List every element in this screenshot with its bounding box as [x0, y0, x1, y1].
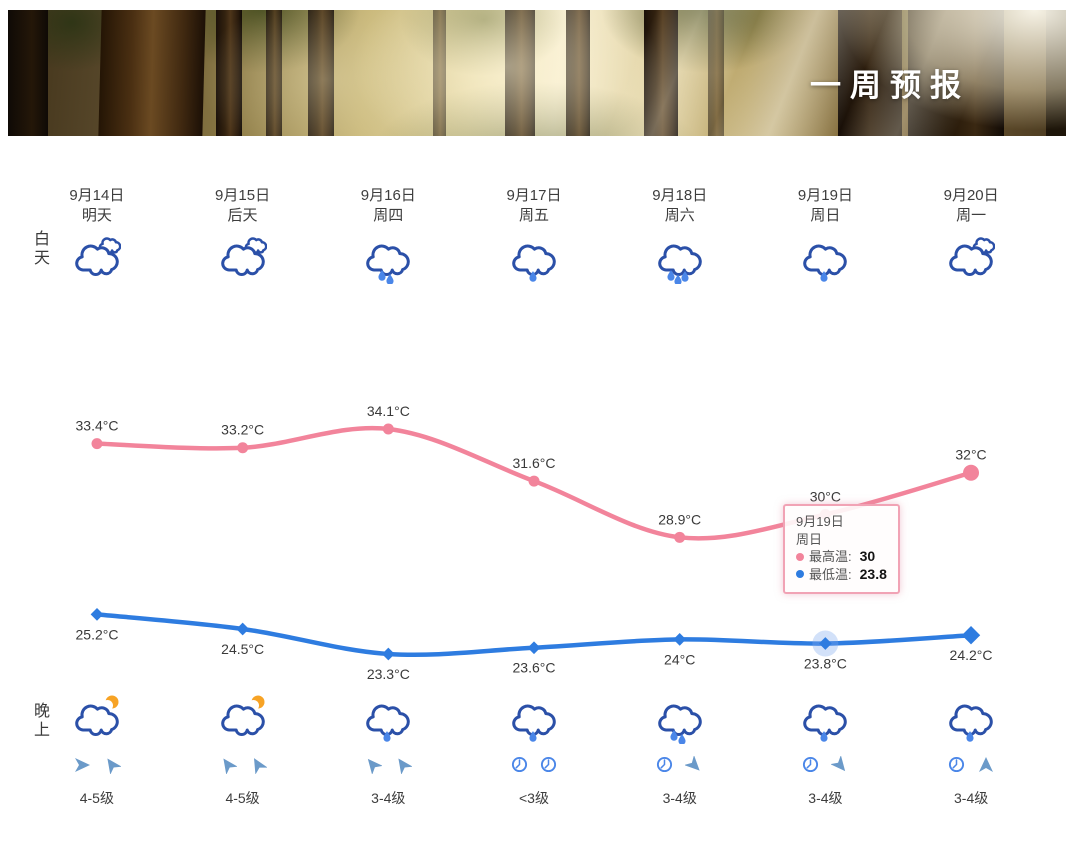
rain-2-icon: [315, 234, 461, 288]
wind-direction-arrow-icon: [977, 756, 995, 779]
variable-wind-clock-icon: [948, 756, 965, 778]
column-day-name: 周一: [956, 207, 987, 224]
forecast-column-6[interactable]: 9月19日 周日 3-4级: [753, 186, 899, 854]
wind-direction-icons: [24, 756, 170, 778]
tooltip-low-label: 最低温:: [809, 566, 852, 582]
forecast-column-5[interactable]: 9月18日周六 3-4级: [607, 186, 753, 854]
wind-level: 4-5级: [225, 790, 260, 806]
wind-direction-arrow-icon: [830, 754, 849, 779]
column-date: 9月19日: [797, 187, 853, 204]
wind-direction-icons: [753, 754, 899, 779]
row-label-night: 晚上: [31, 702, 48, 740]
forecast-column-2[interactable]: 9月15日后天 4-5级: [170, 186, 316, 854]
rain-1-icon: [898, 694, 1044, 744]
page-title: 一周预报: [810, 68, 970, 103]
rain-3-icon: [607, 234, 753, 288]
wind-level: 3-4级: [662, 790, 697, 806]
rain-1-icon: [753, 694, 899, 744]
tooltip-week: 周日: [796, 531, 823, 547]
chart-tooltip: 9月19日 周日 最高温: 30 最低温: 23.8: [783, 504, 900, 594]
high-temp-dot-icon: [796, 552, 804, 561]
forecast-column-1[interactable]: 9月14日明天 4-5级: [24, 186, 170, 854]
wind-direction-arrow-icon: [219, 756, 238, 779]
wind-direction-arrow-icon: [249, 756, 268, 779]
cloud-moon-icon: [170, 694, 316, 744]
rain-2-icon: [607, 694, 753, 744]
low-temp-dot-icon: [796, 570, 804, 579]
cloudy-icon: [24, 234, 170, 288]
forecast-columns: 9月14日明天 4-5级 9月15日后天 4-5级 9月16日周四 3-4级 9月17日周五…: [24, 186, 1044, 854]
cloudy-icon: [898, 234, 1044, 288]
wind-direction-arrow-icon: [103, 756, 122, 779]
wind-level: <3级: [519, 790, 549, 806]
rain-1-icon: [461, 694, 607, 744]
cloudy-icon: [170, 234, 316, 288]
variable-wind-clock-icon: [511, 756, 528, 778]
rain-1-icon: [753, 234, 899, 288]
column-day-name: 周六: [664, 207, 695, 224]
column-day-name: 后天: [227, 207, 258, 224]
header-forest-photo: 一周预报: [8, 10, 1066, 136]
column-date: 9月20日: [943, 187, 999, 204]
column-date: 9月18日: [652, 187, 708, 204]
tooltip-low-value: 23.8: [859, 565, 887, 582]
variable-wind-clock-icon: [656, 756, 673, 778]
tooltip-high-label: 最高温:: [809, 549, 852, 564]
wind-direction-arrow-icon: [684, 754, 703, 779]
variable-wind-clock-icon: [802, 756, 819, 778]
forecast-column-7[interactable]: 9月20日周一 3-4级: [898, 186, 1044, 854]
wind-direction-icons: [898, 756, 1044, 778]
tooltip-high-value: 30: [859, 548, 876, 564]
forecast-column-3[interactable]: 9月16日周四 3-4级: [315, 186, 461, 854]
rain-1-icon: [461, 234, 607, 288]
wind-level: 3-4级: [808, 790, 843, 806]
wind-direction-icons: [461, 756, 607, 778]
column-date: 9月17日: [506, 187, 562, 204]
column-date: 9月16日: [360, 187, 416, 204]
wind-direction-icons: [315, 756, 461, 778]
tooltip-low-row: 最低温: 23.8: [796, 566, 887, 584]
wind-level: 3-4级: [371, 790, 406, 806]
wind-level: 3-4级: [954, 790, 989, 806]
cloud-moon-icon: [24, 694, 170, 744]
column-day-name: 周日: [810, 207, 841, 224]
column-day-name: 周五: [518, 207, 549, 224]
wind-direction-arrow-icon: [394, 756, 414, 779]
wind-direction-icons: [170, 756, 316, 778]
rain-1-icon: [315, 694, 461, 744]
column-day-name: 周四: [373, 207, 404, 224]
tooltip-high-row: 最高温: 30: [796, 548, 887, 566]
wind-direction-icons: [607, 754, 753, 779]
wind-direction-arrow-icon: [73, 756, 91, 779]
column-date: 9月15日: [215, 187, 271, 204]
wind-direction-arrow-icon: [364, 756, 384, 779]
column-date: 9月14日: [69, 187, 125, 204]
forecast-column-4[interactable]: 9月17日周五 <3级: [461, 186, 607, 854]
tooltip-date: 9月19日: [796, 514, 844, 529]
sunbeam-decoration: [8, 10, 1066, 136]
row-label-daytime: 白天: [31, 230, 48, 268]
column-day-name: 明天: [81, 207, 112, 224]
variable-wind-clock-icon: [540, 756, 557, 778]
wind-level: 4-5级: [79, 790, 114, 806]
